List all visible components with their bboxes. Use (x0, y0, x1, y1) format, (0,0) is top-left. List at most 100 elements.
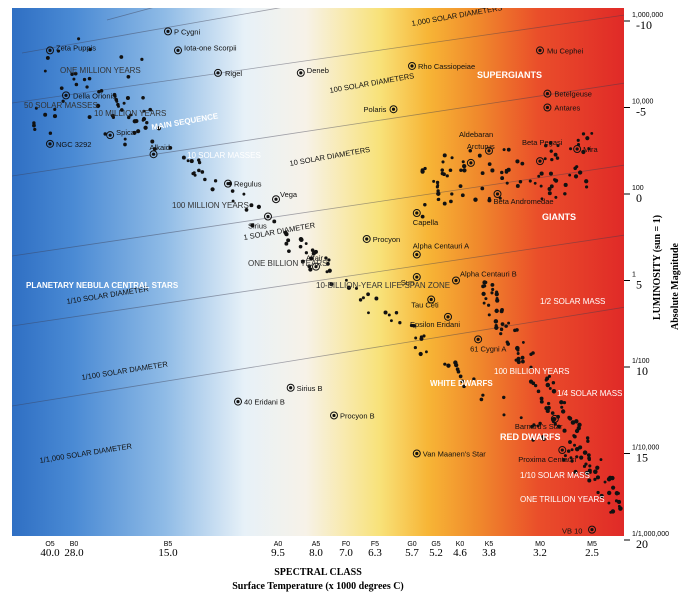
named-star-point (538, 48, 542, 53)
named-star-ring (362, 234, 371, 243)
background-star (230, 189, 235, 193)
region-label: WHITE DWARFS (430, 379, 493, 388)
spectral-class-tick: M5 (587, 541, 597, 548)
named-star-label: Sun (401, 278, 414, 287)
background-star (529, 365, 533, 369)
background-star (614, 491, 620, 496)
background-star (462, 168, 467, 173)
named-star-label: Mu Cephei (547, 46, 584, 55)
background-star (528, 179, 532, 183)
named-star-point (151, 152, 156, 156)
named-star-point (545, 105, 550, 110)
background-star (440, 168, 445, 172)
temperature-tick: 5.2 (429, 547, 443, 559)
background-star (473, 197, 478, 202)
background-star (521, 359, 525, 364)
named-star-point (560, 448, 564, 452)
background-star (458, 184, 463, 189)
named-star-ring (474, 335, 483, 344)
named-star-point (289, 386, 293, 390)
named-star-label: Sirius B (297, 384, 323, 393)
named-star-label: Spica (116, 128, 136, 137)
background-star (500, 322, 505, 326)
named-star-ring (444, 312, 452, 321)
background-star (443, 362, 447, 366)
named-star-label: Sirius (248, 221, 267, 230)
chart-annotation: ONE BILLION YEARS (248, 259, 327, 268)
background-star (537, 174, 541, 178)
background-star (477, 153, 482, 158)
background-star (461, 160, 465, 164)
background-star (311, 251, 316, 256)
named-star-ring (493, 190, 502, 198)
background-star (414, 336, 418, 340)
background-star (544, 143, 548, 148)
background-star (532, 423, 536, 427)
background-star (344, 278, 348, 282)
magnitude-tick-label: 15 (636, 451, 648, 465)
background-star (531, 351, 535, 355)
named-star-ring (164, 27, 172, 36)
named-star-ring (296, 68, 305, 77)
background-star (521, 341, 525, 344)
background-star (460, 193, 465, 198)
named-star-label: Van Maanen's Star (423, 450, 486, 459)
background-star (514, 358, 518, 362)
background-star (586, 439, 590, 443)
background-star (286, 238, 291, 243)
background-star (423, 203, 427, 207)
background-star (520, 161, 525, 166)
background-star (568, 173, 572, 177)
background-star (617, 504, 621, 508)
background-star (581, 149, 586, 155)
background-star (256, 204, 261, 210)
background-star (419, 336, 424, 341)
background-star (152, 147, 157, 151)
background-star (300, 259, 305, 264)
background-star (494, 325, 499, 330)
x-axis-label-temperature: Surface Temperature (x 1000 degrees C) (232, 581, 404, 592)
background-star (547, 374, 552, 378)
background-star (33, 127, 37, 132)
background-star (74, 82, 79, 87)
background-star (432, 179, 436, 183)
named-star-point (266, 214, 270, 219)
named-star-ring (412, 250, 421, 259)
region-label: GIANTS (542, 212, 576, 222)
spectral-class-tick: K5 (485, 541, 494, 548)
magnitude-tick-label: 10 (636, 364, 648, 378)
background-star (570, 448, 574, 452)
named-star-point (415, 451, 419, 456)
named-star-point (538, 159, 542, 163)
background-star (412, 324, 416, 328)
background-star (498, 196, 502, 200)
background-star (574, 428, 580, 434)
background-star (87, 115, 92, 119)
background-star (551, 388, 557, 394)
named-star-ring (536, 46, 544, 55)
named-star-point (48, 48, 52, 53)
background-star (586, 453, 591, 457)
background-star (119, 55, 124, 59)
background-star (607, 490, 612, 496)
background-star (500, 307, 504, 312)
background-star (304, 251, 308, 255)
background-star (398, 321, 402, 325)
spectral-class-tick: A5 (312, 541, 321, 548)
named-star-ring (214, 68, 222, 77)
background-star (563, 454, 567, 458)
background-star (582, 464, 587, 468)
background-star (383, 310, 388, 315)
background-star (145, 121, 149, 125)
background-star (500, 170, 504, 175)
luminosity-tick-label: 1 (632, 272, 636, 279)
chart-annotation: 1/10 SOLAR MASS (520, 471, 590, 480)
background-star (539, 399, 544, 404)
background-star (479, 397, 484, 402)
background-star (536, 424, 540, 428)
luminosity-tick-label: 1/100 (632, 358, 650, 365)
background-star (499, 332, 503, 336)
named-star-ring (312, 262, 320, 271)
background-star (502, 148, 506, 152)
background-star (502, 413, 506, 417)
